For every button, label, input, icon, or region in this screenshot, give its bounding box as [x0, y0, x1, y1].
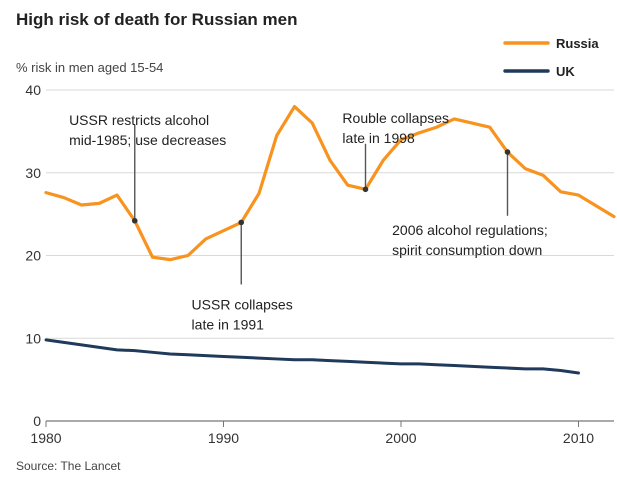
annotation-marker-4 — [504, 149, 511, 155]
chart-series — [44, 104, 616, 375]
chart-subtitle: % risk in men aged 15-54 — [16, 60, 163, 75]
y-tick-label-40: 40 — [25, 82, 41, 98]
y-tick-label-30: 30 — [25, 165, 41, 181]
annotation-text-4-line-1: 2006 alcohol regulations; — [392, 222, 548, 238]
annotation-text-3-line-2: late in 1998 — [342, 130, 415, 146]
annotation-text-1-line-2: mid-1985; use decreases — [69, 132, 226, 148]
y-tick-label-10: 10 — [25, 330, 41, 346]
y-tick-label-20: 20 — [25, 248, 41, 264]
y-tick-label-0: 0 — [33, 413, 41, 429]
annotation-text-1-line-1: USSR restricts alcohol — [69, 112, 209, 128]
annotation-text-4: 2006 alcohol regulations; spirit consumpt… — [392, 222, 548, 258]
chart-axis: 0 10 20 30 40 1980 1990 2000 2010 — [25, 82, 614, 446]
chart-legend: Russia UK — [503, 36, 599, 79]
annotation-text-2: USSR collapses late in 1991 — [192, 296, 293, 332]
legend-label-uk: UK — [556, 64, 575, 79]
x-tick-label-2010: 2010 — [563, 430, 594, 446]
chart-title: High risk of death for Russian men — [16, 10, 298, 29]
x-tick-label-1990: 1990 — [208, 430, 239, 446]
chart-grid — [46, 89, 614, 339]
x-tick-label-2000: 2000 — [385, 430, 416, 446]
annotation-text-4-line-2: spirit consumption down — [392, 242, 542, 258]
series-line-russia — [44, 104, 616, 262]
chart-annotations: USSR restricts alcohol mid-1985; use decr… — [69, 110, 548, 332]
annotation-marker-3 — [362, 186, 369, 193]
annotation-text-2-line-1: USSR collapses — [192, 296, 293, 312]
series-line-uk — [44, 338, 580, 375]
annotation-text-1: USSR restricts alcohol mid-1985; use decr… — [69, 112, 226, 148]
legend-label-russia: Russia — [556, 36, 599, 51]
x-tick-label-1980: 1980 — [30, 430, 61, 446]
annotation-text-2-line-2: late in 1991 — [192, 316, 265, 332]
chart-source: Source: The Lancet — [16, 459, 121, 473]
annotation-marker-1 — [131, 217, 138, 224]
annotation-text-3-line-1: Rouble collapses — [342, 110, 449, 126]
annotation-text-3: Rouble collapses late in 1998 — [342, 110, 449, 146]
annotation-marker-2 — [238, 219, 245, 226]
